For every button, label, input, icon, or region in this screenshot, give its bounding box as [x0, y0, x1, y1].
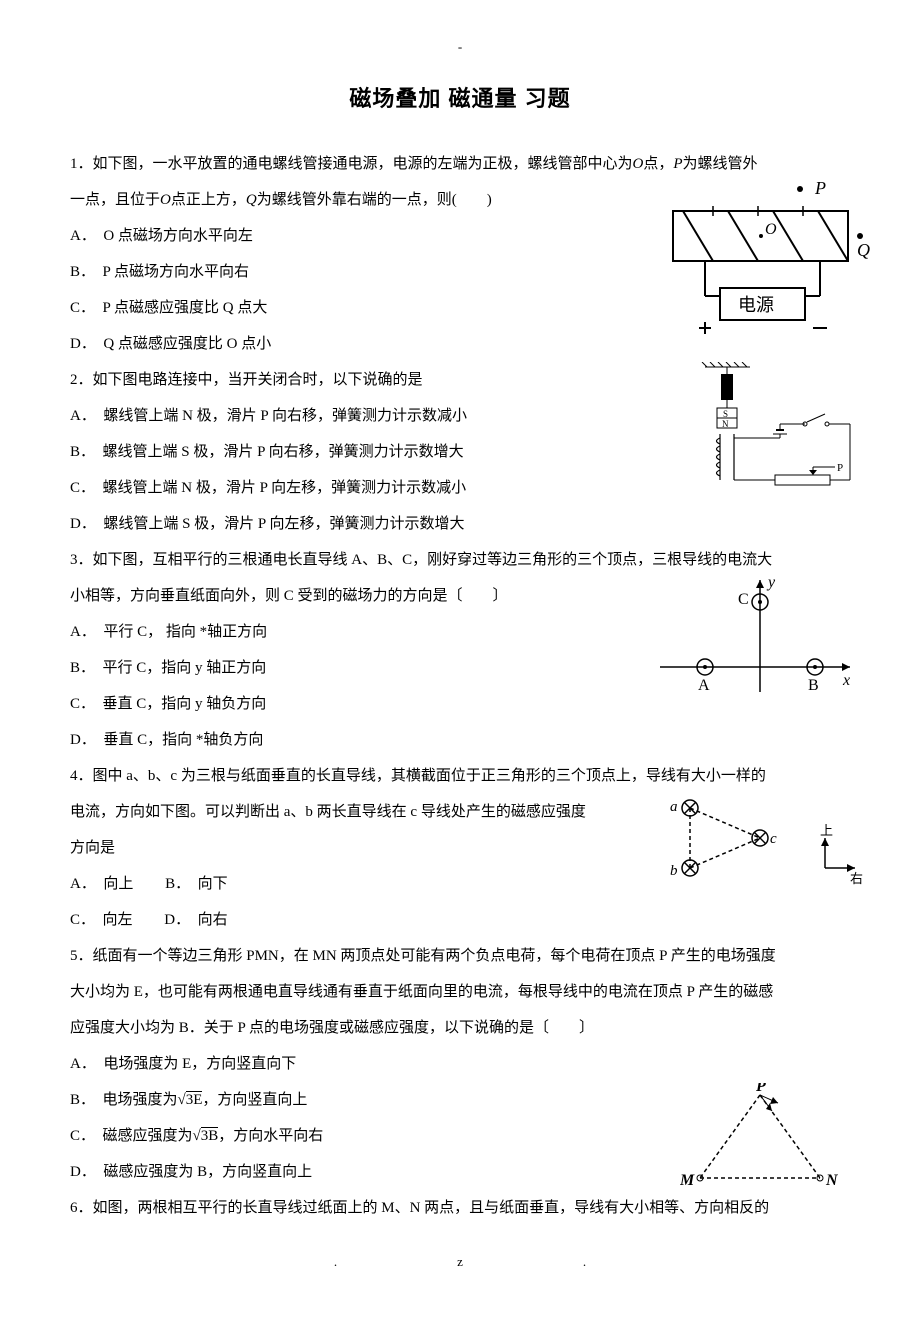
- q2-fig-N: N: [722, 419, 729, 429]
- q1-stem6: 为螺线管外靠右端的一点，则( ): [257, 192, 492, 208]
- q1-stem5: 点正上方，: [171, 192, 246, 208]
- q1-stem3: 为螺线管外: [683, 156, 758, 172]
- q2-fig-S: S: [723, 409, 728, 419]
- footer-dot: .: [334, 1254, 457, 1269]
- question-4: 4．图中 a、b、c 为三根与纸面垂直的长直导线，其横截面位于正三角形的三个顶点…: [70, 758, 850, 938]
- question-5: 5．纸面有一个等边三角形 PMN，在 MN 两顶点处可能有两个负点电荷，每个电荷…: [70, 938, 850, 1190]
- q1-P-1: P: [673, 156, 682, 172]
- question-6: 6．如图，两根相互平行的长直导线过纸面上的 M、N 两点，且与纸面垂直，导线有大…: [70, 1190, 850, 1226]
- question-3: 3．如下图，互相平行的三根通电长直导线 A、B、C，刚好穿过等边三角形的三个顶点…: [70, 542, 850, 758]
- q4-opt-d: D． 向右: [164, 902, 227, 938]
- page-title: 磁场叠加 磁通量 习题: [70, 73, 850, 126]
- q6-stem: 6．如图，两根相互平行的长直导线过纸面上的 M、N 两点，且与纸面垂直，导线有大…: [70, 1190, 850, 1226]
- q1-fig-O: O: [765, 221, 777, 238]
- q3-opt-d: D． 垂直 C，指向 *轴负方向: [70, 722, 850, 758]
- q4-stem1: 4．图中 a、b、c 为三根与纸面垂直的长直导线，其横截面位于正三角形的三个顶点…: [70, 758, 850, 794]
- q1-Q-1: Q: [246, 192, 257, 208]
- q4-fig-up: 上: [820, 823, 833, 838]
- q5-fig-M: M: [680, 1172, 695, 1189]
- q1-fig-P: P: [814, 178, 826, 198]
- question-1: 1．如下图，一水平放置的通电螺线管接通电源，电源的左端为正极，螺线管部中心为O点…: [70, 146, 850, 362]
- q2-fig-P: P: [837, 462, 843, 474]
- q5-opt-c-2: ，方向水平向右: [218, 1128, 323, 1144]
- q4-fig-c: c: [770, 831, 777, 847]
- q4-opt-a: A． 向上: [70, 866, 133, 902]
- q1-O-1: O: [633, 156, 644, 172]
- q3-fig-B: B: [808, 677, 819, 694]
- q5-opt-c-1: C． 磁感应强度为: [70, 1128, 193, 1144]
- q3-fig-y: y: [766, 574, 776, 591]
- q5-fig-N: N: [825, 1172, 839, 1189]
- q5-figure: P M N: [680, 1083, 840, 1193]
- q5-opt-b-2: ，方向竖直向上: [202, 1092, 307, 1108]
- q5-opt-b-1: B． 电场强度为: [70, 1092, 178, 1108]
- q5-fig-P: P: [755, 1083, 766, 1095]
- q4-fig-right: 右: [850, 871, 863, 886]
- q1-fig-Q: Q: [857, 240, 870, 260]
- footer-z: z.: [457, 1254, 706, 1269]
- q5-opt-a: A． 电场强度为 E，方向竖直向下: [70, 1046, 850, 1082]
- q4-fig-b: b: [670, 863, 678, 879]
- q3-fig-x: x: [842, 672, 850, 689]
- q4-fig-a: a: [670, 799, 678, 815]
- q4-figure: a b c 上 右: [670, 793, 865, 888]
- q1-stem2: 点，: [643, 156, 673, 172]
- q2-figure: S N: [685, 362, 860, 502]
- page-footer: .z.: [70, 1246, 850, 1277]
- q5-rt3E: 3E: [186, 1091, 203, 1108]
- q3-figure: x y A B C: [660, 572, 860, 702]
- q4-opt-b: B． 向下: [165, 866, 228, 902]
- q3-fig-A: A: [698, 677, 710, 694]
- q3-fig-C: C: [738, 591, 749, 608]
- q5-rt3B: 3B: [201, 1127, 219, 1144]
- q1-figure: P O Q 电源: [665, 176, 870, 341]
- question-2: 2．如下图电路连接中，当开关闭合时，以下说确的是 A． 螺线管上端 N 极，滑片…: [70, 362, 850, 542]
- q1-stem4: 一点，且位于: [70, 192, 160, 208]
- q2-opt-d: D． 螺线管上端 S 极，滑片 P 向左移，弹簧测力计示数增大: [70, 506, 850, 542]
- q1-O-2: O: [160, 192, 171, 208]
- header-dash: -: [70, 40, 850, 53]
- q1-fig-dianyuan: 电源: [738, 295, 774, 315]
- q5-stem2: 大小均为 E，也可能有两根通电直导线通有垂直于纸面向里的电流，每根导线中的电流在…: [70, 974, 850, 1010]
- q4-opt-c: C． 向左: [70, 902, 133, 938]
- q5-stem1: 5．纸面有一个等边三角形 PMN，在 MN 两顶点处可能有两个负点电荷，每个电荷…: [70, 938, 850, 974]
- q5-stem3: 应强度大小均为 B．关于 P 点的电场强度或磁感应强度，以下说确的是〔 〕: [70, 1010, 850, 1046]
- q1-stem1: 1．如下图，一水平放置的通电螺线管接通电源，电源的左端为正极，螺线管部中心为: [70, 156, 633, 172]
